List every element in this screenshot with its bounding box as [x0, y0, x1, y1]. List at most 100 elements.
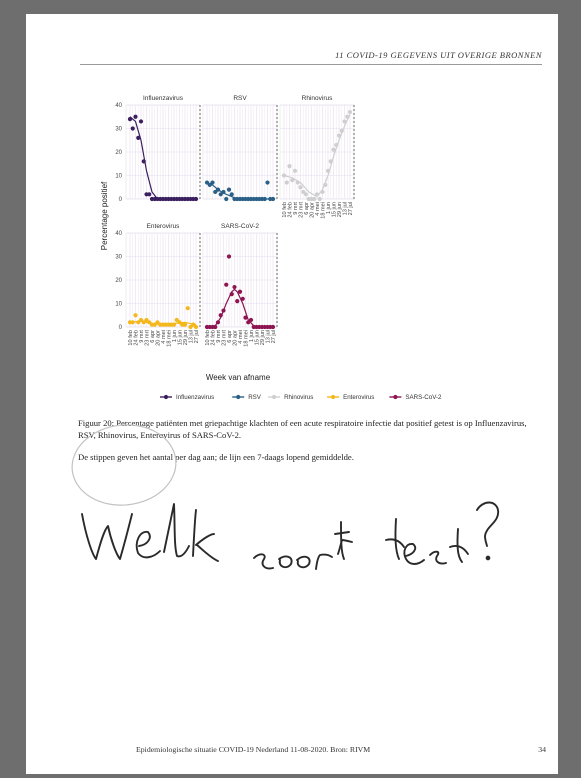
data-point — [141, 320, 146, 325]
x-tick-label: 18 mei — [321, 202, 327, 219]
legend-item-influenzavirus: Influenzavirus — [160, 394, 214, 401]
hand-drawn-circle — [71, 424, 177, 506]
y-tick-label: 20 — [115, 150, 122, 156]
x-tick-label: 27 jul — [194, 330, 200, 343]
legend-item-rsv: RSV — [232, 394, 262, 401]
data-point — [248, 317, 254, 323]
y-tick-label: 0 — [119, 197, 123, 203]
legend-item-enterovirus: Enterovirus — [327, 394, 374, 401]
data-point — [213, 189, 218, 195]
data-point — [182, 322, 188, 327]
data-point — [177, 320, 182, 325]
panel-title: Enterovirus — [147, 223, 181, 230]
x-tick-label: 13 jul — [189, 330, 195, 343]
legend-swatch-dot — [163, 394, 169, 400]
x-tick-label: 29 jun — [337, 202, 343, 217]
x-tick-label: 9 mrt — [293, 202, 299, 215]
legend-swatch-dot — [331, 394, 336, 400]
faceted-chart: Influenzavirus RSV Rhinovirus Enterovirus SA… — [100, 95, 442, 401]
data-point — [138, 119, 144, 124]
data-point — [130, 126, 135, 131]
x-tick-label: 18 mei — [167, 330, 173, 347]
footer-source: Epidemiologische situatie COVID-19 Neder… — [136, 745, 371, 754]
legend-swatch-dot — [236, 394, 241, 400]
legend-swatch-dot — [272, 394, 277, 400]
panel-title: Rhinovirus — [302, 95, 333, 102]
data-point — [147, 192, 152, 197]
panel-title: Influenzavirus — [143, 95, 184, 102]
x-tick-label: 23 mrt — [299, 202, 305, 218]
data-point — [218, 192, 223, 197]
y-axis-label: Percentage positief — [100, 181, 109, 250]
data-point — [224, 196, 229, 202]
data-point — [331, 147, 336, 152]
data-point — [174, 317, 179, 323]
x-tick-label: 13 jul — [266, 330, 272, 343]
x-tick-label: 13 jul — [343, 202, 349, 215]
data-point — [213, 324, 218, 330]
x-tick-label: 4 mei — [161, 330, 167, 344]
data-point — [284, 180, 289, 185]
data-point — [207, 182, 212, 187]
data-point — [237, 289, 243, 294]
data-point — [320, 189, 325, 195]
data-point — [243, 315, 248, 320]
running-header: 11 COVID-19 GEGEVENS UIT OVERIGE BRONNEN — [335, 50, 542, 60]
data-point — [287, 164, 292, 169]
panel-rhinovirus: Rhinovirus — [279, 95, 355, 202]
data-point — [246, 320, 251, 325]
data-point — [193, 324, 199, 330]
x-tick-label: 23 mrt — [145, 330, 151, 346]
data-point — [323, 182, 328, 187]
data-point — [218, 313, 223, 318]
data-point — [136, 135, 141, 140]
data-point — [262, 196, 267, 202]
data-point — [193, 196, 199, 202]
y-tick-label: 20 — [115, 278, 122, 284]
y-tick-label: 40 — [115, 231, 122, 237]
x-tick-label: 10 feb — [282, 202, 288, 218]
panel-rsv: RSV — [202, 95, 278, 202]
data-point — [171, 322, 177, 327]
x-tick-label: 20 apr — [156, 330, 162, 346]
data-point — [141, 159, 146, 164]
data-point — [292, 168, 298, 173]
data-point — [317, 196, 322, 202]
caption-text: Figuur 20: Percentage patiënten met grie… — [78, 418, 527, 440]
x-tick-label: 1 jun — [326, 202, 332, 214]
panel-title: RSV — [233, 95, 247, 102]
panel-title: SARS-CoV-2 — [221, 223, 259, 230]
y-tick-label: 30 — [115, 255, 122, 261]
data-point — [270, 324, 276, 330]
legend-label: SARS-CoV-2 — [405, 394, 442, 401]
data-point — [215, 187, 221, 192]
data-point — [210, 180, 215, 185]
x-tick-label: 10 feb — [128, 330, 134, 346]
data-point — [215, 320, 221, 325]
legend-label: Influenzavirus — [176, 394, 214, 401]
data-point — [130, 320, 135, 325]
x-tick-label: 15 jun — [255, 330, 261, 345]
data-point — [147, 320, 152, 325]
data-point — [295, 180, 300, 185]
x-tick-label: 6 apr — [227, 330, 233, 343]
data-point — [155, 320, 160, 325]
data-point — [127, 117, 133, 122]
data-point — [138, 317, 144, 323]
x-tick-label: 6 apr — [150, 330, 156, 343]
data-point — [136, 320, 141, 325]
legend-label: Enterovirus — [343, 394, 374, 401]
data-point — [144, 317, 149, 323]
x-tick-label: 20 apr — [310, 202, 316, 218]
panel-influenzavirus: Influenzavirus — [125, 95, 201, 202]
caption-note: De stippen geven het aantal per dag aan;… — [78, 452, 354, 462]
x-tick-label: 29 jun — [183, 330, 189, 345]
data-point — [133, 114, 138, 119]
x-tick-label: 15 jun — [178, 330, 184, 345]
data-point — [229, 192, 234, 197]
data-point — [240, 296, 245, 301]
page-number: 34 — [538, 745, 546, 754]
data-point — [226, 254, 232, 259]
x-tick-label: 20 apr — [233, 330, 239, 346]
data-point — [334, 142, 339, 148]
